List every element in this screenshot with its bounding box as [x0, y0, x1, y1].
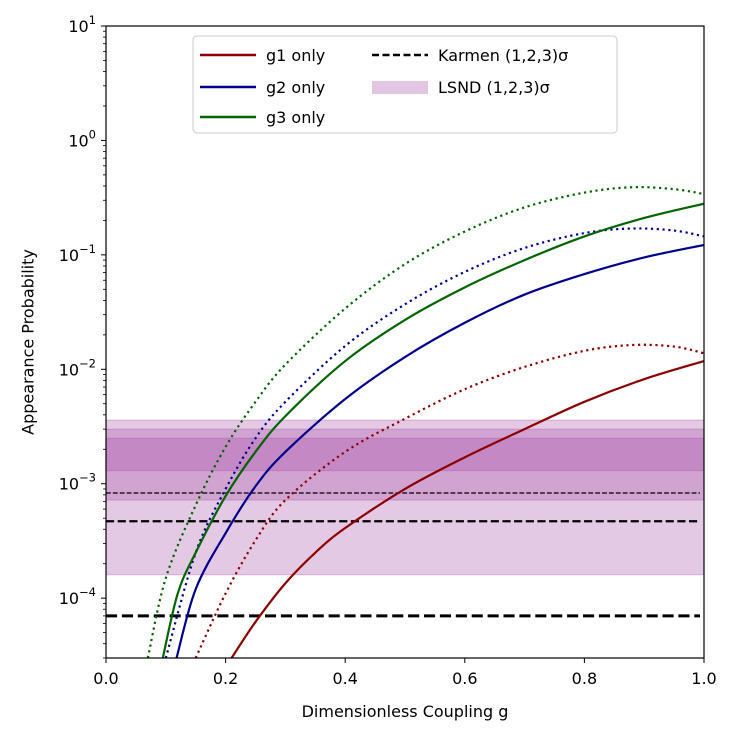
- legend-swatch-lsnd: [372, 81, 428, 94]
- series-line-g2-only-dotted-: [164, 227, 704, 658]
- legend: g1 only g2 only g3 only Karmen (1,2,3)σ LSND…: [192, 35, 618, 134]
- series-line-g3-only-dotted-: [146, 186, 704, 658]
- y-tick-label: 10−2: [59, 356, 96, 379]
- series-lines: [146, 186, 704, 658]
- y-tick-label: 101: [68, 13, 96, 36]
- lsnd-band-1σ: [105, 437, 705, 472]
- x-tick-label: 0.2: [213, 669, 238, 688]
- y-axis-label: Appearance Probability: [19, 249, 38, 435]
- y-tick-label: 10−4: [59, 585, 96, 608]
- y-tick-label: 100: [68, 127, 96, 150]
- legend-label: g2 only: [266, 78, 325, 97]
- x-tick-label: 0.0: [93, 669, 118, 688]
- lsnd-band-3σ: [105, 419, 705, 576]
- x-tick-label: 0.4: [332, 669, 357, 688]
- series-line-g1-only: [230, 360, 704, 658]
- series-line-g2-only: [175, 243, 704, 658]
- karmen-lines: [106, 492, 700, 618]
- y-tick-label: 10−1: [59, 242, 96, 265]
- x-tick-label: 0.8: [572, 669, 597, 688]
- legend-label: LSND (1,2,3)σ: [438, 78, 550, 97]
- y-tick-label: 10−3: [59, 471, 96, 494]
- legend-label: Karmen (1,2,3)σ: [438, 46, 568, 65]
- series-line-g1-only-dotted-: [194, 343, 704, 658]
- x-axis: 0.0 0.2 0.4 0.6 0.8 1.0: [93, 658, 717, 688]
- x-axis-label: Dimensionless Coupling g: [302, 702, 509, 721]
- legend-label: g1 only: [266, 46, 325, 65]
- plot-frame: [105, 25, 705, 659]
- legend-label: g3 only: [266, 108, 325, 127]
- y-axis: 10−4 10−3 10−2 10−1 100 101: [59, 13, 106, 659]
- x-tick-label: 1.0: [691, 669, 716, 688]
- series-line-g3-only: [161, 202, 704, 658]
- x-tick-label: 0.6: [452, 669, 477, 688]
